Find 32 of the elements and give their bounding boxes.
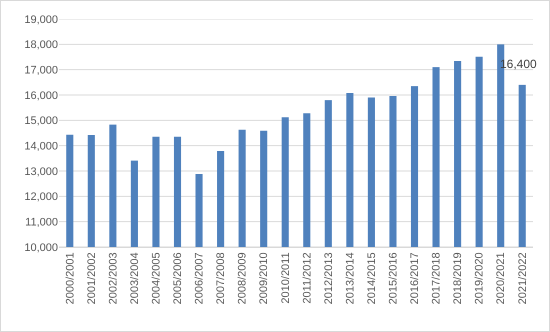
x-tick-label: 2021/2022 xyxy=(516,252,529,304)
x-tick-label: 2006/2007 xyxy=(194,252,206,304)
y-tick-label: 14,000 xyxy=(24,140,58,153)
x-tick-label: 2015/2016 xyxy=(388,252,400,304)
x-tick-label: 2003/2004 xyxy=(128,252,141,304)
y-tick-label: 11,000 xyxy=(25,216,58,229)
y-tick-label: 15,000 xyxy=(24,115,58,128)
x-tick-label: 2008/2009 xyxy=(236,252,249,304)
x-tick-label: 2012/2013 xyxy=(322,252,335,304)
x-tick-label: 2001/2002 xyxy=(86,252,98,304)
y-tick-label: 17,000 xyxy=(24,64,58,77)
x-tick-label: 2017/2018 xyxy=(430,252,443,304)
x-tick-label: 2013/2014 xyxy=(344,252,356,304)
y-tick-label: 19,000 xyxy=(24,14,58,26)
x-tick-label: 2009/2010 xyxy=(258,252,270,304)
x-tick-label: 2011/2012 xyxy=(301,252,314,304)
x-tick-label: 2016/2017 xyxy=(409,252,422,304)
y-tick-label: 12,000 xyxy=(24,191,58,204)
x-tick-label: 2007/2008 xyxy=(215,252,228,304)
y-tick-label: 13,000 xyxy=(24,166,58,178)
x-tick-label: 2019/2020 xyxy=(474,252,486,304)
x-tick-label: 2010/2011 xyxy=(280,252,292,304)
x-tick-label: 2018/2019 xyxy=(452,252,464,304)
y-tick-label: 16,000 xyxy=(24,90,58,102)
x-tick-label: 2014/2015 xyxy=(366,252,378,304)
x-tick-label: 2002/2003 xyxy=(107,252,120,304)
x-tick-label: 2005/2006 xyxy=(172,252,184,304)
x-tick-label: 2000/2001 xyxy=(64,252,76,304)
y-tick-label: 18,000 xyxy=(24,39,58,52)
y-tick-label: 10,000 xyxy=(24,242,58,254)
x-tick-label: 2020/2021 xyxy=(495,252,508,304)
x-tick-label: 2004/2005 xyxy=(150,252,163,304)
